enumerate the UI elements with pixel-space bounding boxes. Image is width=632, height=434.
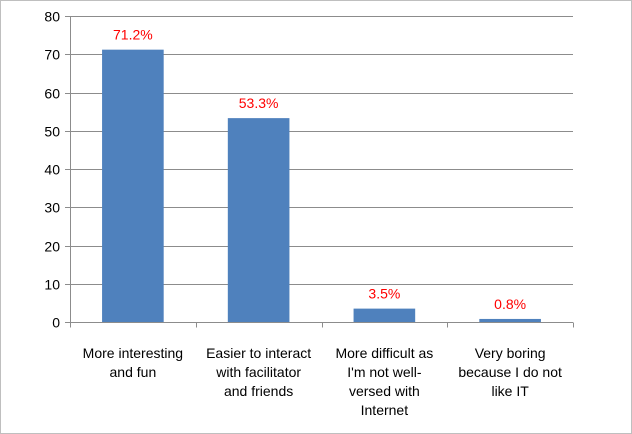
x-category-label-line: Easier to interact [206,345,311,361]
x-category-label: More interesting and fun [83,345,183,380]
x-category-label-line: I'm not well- [347,364,422,380]
y-tick-label: 70 [44,47,60,63]
y-tick-label: 10 [44,277,60,293]
data-labels: 71.2% 53.3% 3.5% 0.8% [113,27,526,312]
y-axis-tick-labels: 0 10 20 30 40 50 60 70 80 [44,9,70,331]
x-category-label-line: because I do not [458,364,562,380]
bar [479,318,541,322]
data-label: 53.3% [239,95,279,111]
y-tick-label: 60 [44,86,60,102]
bars [102,49,541,322]
x-category-label-line: More interesting [83,345,183,361]
y-tick-label: 20 [44,239,60,255]
x-category-label-line: versed with [349,383,420,399]
x-category-label-line: and fun [110,364,157,380]
x-category-label: More difficult as I'm not well-versed wit… [335,345,433,418]
y-tick-label: 80 [44,9,60,25]
category-labels: More interesting and fun Easier to interac… [83,345,562,418]
y-tick-label: 50 [44,124,60,140]
bar [353,308,416,322]
y-tick-label: 0 [52,315,60,331]
x-category-label-line: and friends [224,383,293,399]
x-category-label-line: with facilitator [215,364,301,380]
x-category-label-line: like IT [491,383,529,399]
data-label: 71.2% [113,27,153,43]
x-category-label: Easier to interact with facilitator and fr… [206,345,311,399]
x-category-label-line: More difficult as [335,345,433,361]
bar [227,118,290,322]
axes [70,16,574,328]
y-tick-label: 30 [44,200,60,216]
x-category-label: Very boring because I do not like IT [458,345,562,399]
bar [102,49,164,322]
x-category-label-line: Internet [361,402,409,418]
data-label: 0.8% [494,296,526,312]
y-tick-label: 40 [44,162,60,178]
data-label: 3.5% [368,286,400,302]
x-category-label-line: Very boring [475,345,546,361]
